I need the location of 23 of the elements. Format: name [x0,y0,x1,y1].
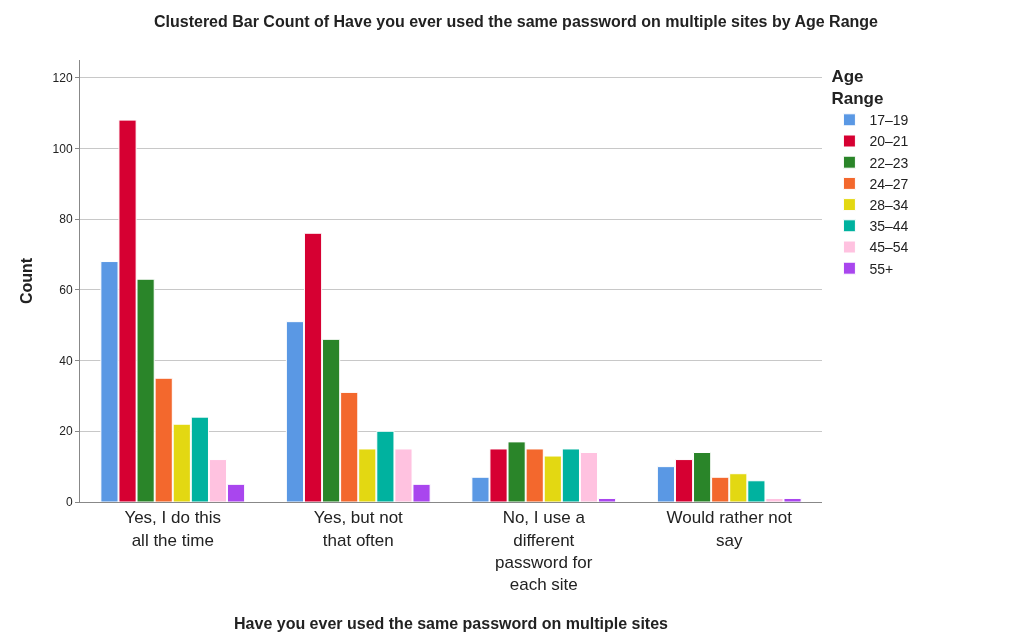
y-tick-label: 80 [59,212,73,227]
y-tick-label: 60 [59,283,73,298]
legend-label: 24–27 [869,175,909,192]
legend-label: 17–19 [869,112,909,129]
legend-label: 35–44 [869,218,909,235]
x-tick-label: Yes, I do this all the time [124,508,222,550]
x-tick-label: Would rather not say [666,508,793,550]
y-tick-label: 0 [65,495,73,510]
y-tick-label: 120 [52,70,73,85]
y-tick-label: 100 [52,141,73,156]
y-axis-title: Count [18,257,36,305]
x-tick-label: No, I use a different password for each site [495,508,593,594]
legend-title: Age Range [831,67,884,109]
y-tick-label: 20 [59,424,73,439]
legend-label: 28–34 [869,197,909,214]
y-tick-label: 40 [59,353,73,368]
x-tick-label: Yes, but not that often [313,508,404,550]
legend-label: 45–54 [869,239,909,256]
legend-label: 20–21 [869,133,909,150]
chart-title: Clustered Bar Count of Have you ever used the same password on multiple sites by Age Range [153,13,879,31]
legend-label: 22–23 [869,154,909,171]
x-axis-title: Have you ever used the same password on multiple sites [234,615,669,633]
legend-label: 55+ [869,260,894,277]
